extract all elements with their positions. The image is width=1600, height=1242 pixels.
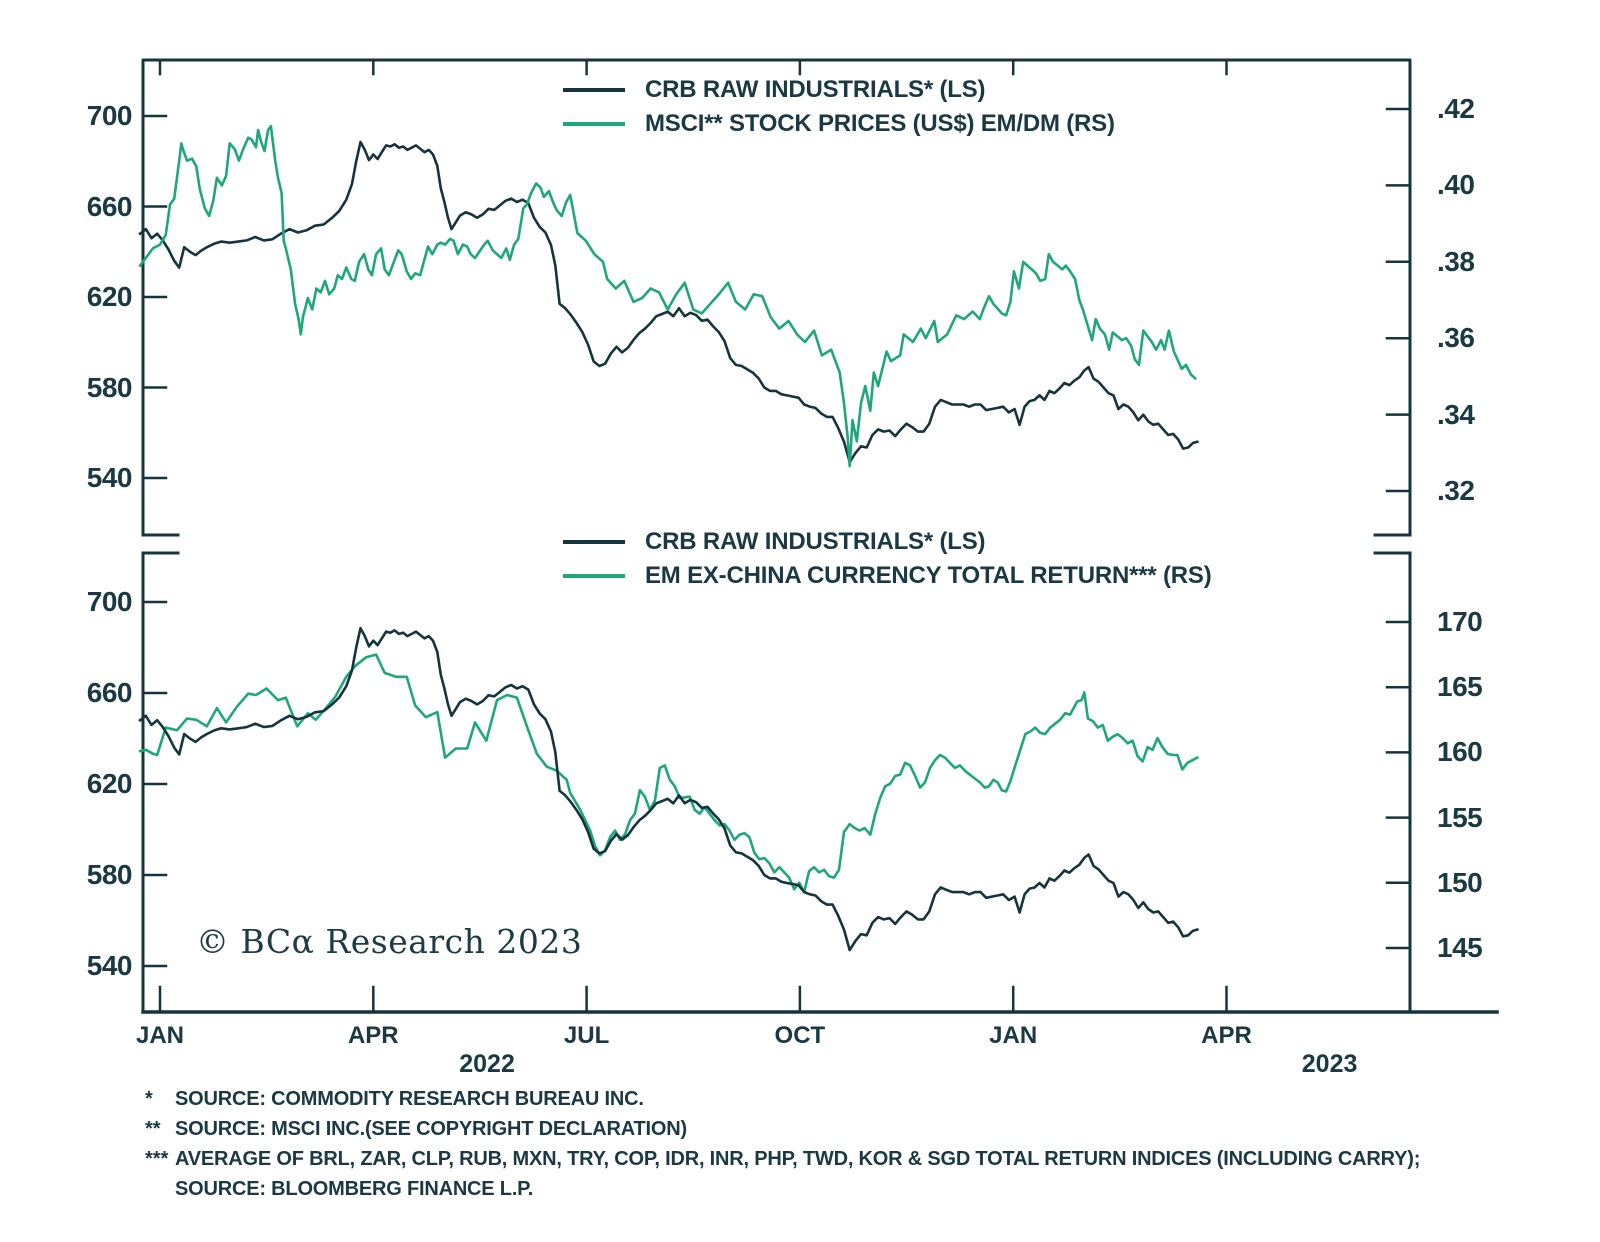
footnote-marker: * — [145, 1088, 153, 1110]
x-month-label: JUL — [563, 1022, 610, 1049]
y-right-tick-label: 145 — [1437, 932, 1483, 963]
chart-stroke — [138, 653, 1200, 894]
footnote-marker: *** — [145, 1148, 169, 1170]
y-right-tick-label: .40 — [1437, 169, 1475, 201]
y-right-tick-label: .42 — [1437, 93, 1475, 124]
y-right-tick-label: .32 — [1437, 475, 1475, 506]
panel1-legend-row-msci: MSCI** STOCK PRICES (US$) EM/DM (RS) — [563, 110, 1115, 138]
y-right-tick-label: .36 — [1437, 322, 1475, 354]
footnote-row: * SOURCE: COMMODITY RESEARCH BUREAU INC. — [145, 1088, 1420, 1111]
y-right-tick-label: 165 — [1437, 671, 1483, 703]
legend-label-msci: MSCI** STOCK PRICES (US$) EM/DM (RS) — [645, 110, 1115, 137]
y-left-tick-label: 660 — [86, 190, 133, 222]
crb-line-swatch-bottom — [563, 540, 625, 544]
y-right-tick-label: 150 — [1437, 866, 1483, 898]
x-month-label: OCT — [774, 1022, 826, 1049]
footnote-row: SOURCE: BLOOMBERG FINANCE L.P. — [145, 1178, 1420, 1201]
chart-stroke — [138, 140, 1199, 464]
y-left-tick-label: 660 — [86, 677, 133, 708]
chart-stroke — [138, 626, 1199, 952]
emfx-line-swatch — [563, 574, 625, 578]
legend-label-crb-bottom: CRB RAW INDUSTRIALS* (LS) — [645, 528, 986, 555]
x-month-label: JAN — [135, 1022, 184, 1049]
crb-line-swatch-top — [563, 88, 625, 92]
footnote-row: ** SOURCE: MSCI INC.(SEE COPYRIGHT DECLAR… — [145, 1118, 1420, 1141]
footnote-row: *** AVERAGE OF BRL, ZAR, CLP, RUB, MXN, T… — [145, 1148, 1420, 1171]
y-left-tick-label: 540 — [86, 950, 133, 981]
x-month-label: APR — [347, 1022, 399, 1049]
y-right-tick-label: .34 — [1437, 398, 1475, 430]
footnote-marker: ** — [145, 1118, 161, 1140]
y-left-tick-label: 700 — [86, 586, 133, 617]
panel1-legend-row-crb: CRB RAW INDUSTRIALS* (LS) — [563, 76, 986, 104]
y-left-tick-label: 620 — [86, 768, 133, 799]
copyright-watermark: © BCα Research 2023 — [196, 922, 583, 961]
x-year-label: 2023 — [1301, 1050, 1358, 1078]
x-year-label: 2022 — [459, 1050, 515, 1078]
y-left-tick-label: 540 — [86, 462, 133, 493]
y-left-tick-label: 700 — [86, 100, 133, 131]
panel2-legend-row-crb: CRB RAW INDUSTRIALS* (LS) — [563, 528, 986, 556]
panel2-legend-row-emfx: EM EX-CHINA CURRENCY TOTAL RETURN*** (RS… — [563, 562, 1212, 590]
footnote-text: SOURCE: MSCI INC.(SEE COPYRIGHT DECLARAT… — [175, 1118, 687, 1140]
y-right-tick-label: 160 — [1437, 736, 1483, 768]
x-month-label: JAN — [989, 1022, 1038, 1049]
y-right-tick-label: .38 — [1437, 245, 1475, 277]
y-right-tick-label: 155 — [1437, 801, 1483, 833]
x-month-label: APR — [1201, 1022, 1252, 1049]
y-left-tick-label: 620 — [86, 281, 133, 312]
footnotes: * SOURCE: COMMODITY RESEARCH BUREAU INC. *… — [145, 1088, 1420, 1208]
footnote-text: AVERAGE OF BRL, ZAR, CLP, RUB, MXN, TRY,… — [175, 1148, 1421, 1170]
chart-stroke — [141, 551, 1412, 1014]
chart-stroke — [138, 124, 1198, 468]
footnote-text: SOURCE: COMMODITY RESEARCH BUREAU INC. — [175, 1088, 644, 1110]
footnote-text: SOURCE: BLOOMBERG FINANCE L.P. — [175, 1178, 534, 1200]
msci-line-swatch — [563, 122, 625, 126]
legend-label-emfx: EM EX-CHINA CURRENCY TOTAL RETURN*** (RS… — [645, 562, 1212, 589]
y-left-tick-label: 580 — [86, 859, 133, 890]
y-right-tick-label: 170 — [1437, 606, 1483, 637]
legend-label-crb-top: CRB RAW INDUSTRIALS* (LS) — [645, 76, 986, 103]
y-left-tick-label: 580 — [86, 371, 133, 403]
